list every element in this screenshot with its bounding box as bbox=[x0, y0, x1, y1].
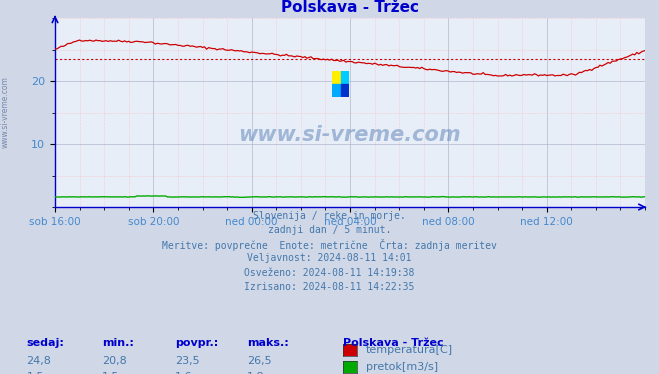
Text: Meritve: povprečne  Enote: metrične  Črta: zadnja meritev: Meritve: povprečne Enote: metrične Črta:… bbox=[162, 239, 497, 251]
Bar bbox=[341, 84, 349, 97]
Text: 24,8: 24,8 bbox=[26, 356, 51, 367]
Text: maks.:: maks.: bbox=[247, 338, 289, 349]
Text: Izrisano: 2024-08-11 14:22:35: Izrisano: 2024-08-11 14:22:35 bbox=[244, 282, 415, 292]
Text: 26,5: 26,5 bbox=[247, 356, 272, 367]
Text: pretok[m3/s]: pretok[m3/s] bbox=[366, 362, 438, 372]
Text: 1,8: 1,8 bbox=[247, 372, 265, 374]
Bar bbox=[332, 84, 341, 97]
Text: 1,5: 1,5 bbox=[26, 372, 44, 374]
Text: 1,5: 1,5 bbox=[102, 372, 120, 374]
Text: temperatura[C]: temperatura[C] bbox=[366, 346, 453, 355]
Text: 20,8: 20,8 bbox=[102, 356, 127, 367]
Text: www.si-vreme.com: www.si-vreme.com bbox=[239, 125, 461, 145]
Text: Polskava - Tržec: Polskava - Tržec bbox=[343, 338, 444, 349]
Text: sedaj:: sedaj: bbox=[26, 338, 64, 349]
Text: Veljavnost: 2024-08-11 14:01: Veljavnost: 2024-08-11 14:01 bbox=[247, 253, 412, 263]
Text: 1,6: 1,6 bbox=[175, 372, 192, 374]
Text: 23,5: 23,5 bbox=[175, 356, 199, 367]
Text: povpr.:: povpr.: bbox=[175, 338, 218, 349]
Text: Slovenija / reke in morje.: Slovenija / reke in morje. bbox=[253, 211, 406, 221]
Text: min.:: min.: bbox=[102, 338, 134, 349]
Title: Polskava - Tržec: Polskava - Tržec bbox=[281, 0, 419, 15]
Text: www.si-vreme.com: www.si-vreme.com bbox=[1, 77, 10, 148]
Bar bbox=[332, 71, 341, 84]
Text: Osveženo: 2024-08-11 14:19:38: Osveženo: 2024-08-11 14:19:38 bbox=[244, 267, 415, 278]
Text: zadnji dan / 5 minut.: zadnji dan / 5 minut. bbox=[268, 225, 391, 235]
Bar bbox=[341, 71, 349, 84]
